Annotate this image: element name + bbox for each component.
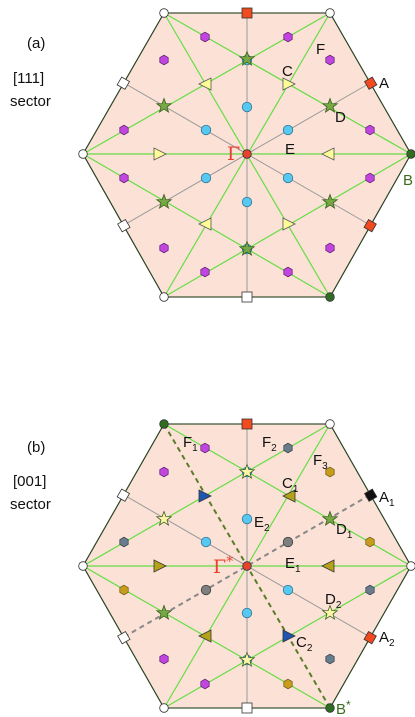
panel-b-sector-word: sector — [10, 496, 51, 513]
panel-a-B-label: B — [403, 172, 413, 189]
panel-a-A-label: A — [379, 75, 389, 92]
panel-a: (a) [111] sector — [10, 7, 415, 303]
panel-b-C2-label: C2 — [296, 634, 313, 654]
panel-b-F2-label: F2 — [262, 434, 277, 454]
panel-b-A2-label: A2 — [379, 629, 395, 649]
panel-a-edge-markers — [78, 7, 415, 303]
panel-a-label: (a) — [27, 35, 45, 52]
panel-b-D1-label: D1 — [336, 521, 353, 541]
panel-a-E-label: E — [285, 141, 295, 158]
panel-b-E1-label: E1 — [285, 555, 301, 575]
panel-b: (b) [001] sector — [10, 418, 415, 717]
panel-a-sector-word: sector — [10, 93, 51, 110]
panel-b-F1-label: F1 — [183, 434, 198, 454]
panel-b-gamma-label: Γ* — [213, 554, 233, 578]
panel-a-gamma-label: Γ — [227, 143, 240, 165]
panel-a-direction: [111] — [13, 70, 44, 87]
panel-b-F3-label: F3 — [313, 452, 328, 472]
panel-b-direction: [001] — [13, 473, 46, 490]
panel-b-edge-markers — [78, 418, 415, 714]
panel-b-E2-label: E2 — [254, 514, 270, 534]
panel-b-B-label: B* — [336, 698, 351, 717]
panel-b-C1-label: C1 — [282, 475, 299, 495]
panel-b-gray-circles — [200, 536, 294, 596]
panel-b-gamma-point — [242, 561, 252, 571]
panel-a-yellow-triangles — [153, 77, 335, 231]
panel-a-F-label: F — [316, 41, 325, 58]
panel-b-label: (b) — [27, 439, 45, 456]
panel-a-D-label: D — [335, 109, 346, 126]
panel-a-C-label: C — [282, 63, 293, 80]
panel-b-triangles — [153, 489, 335, 643]
panel-b-A1-label: A1 — [379, 489, 395, 509]
panel-a-gamma-point — [242, 149, 252, 159]
panel-b-D2-label: D2 — [325, 591, 342, 611]
